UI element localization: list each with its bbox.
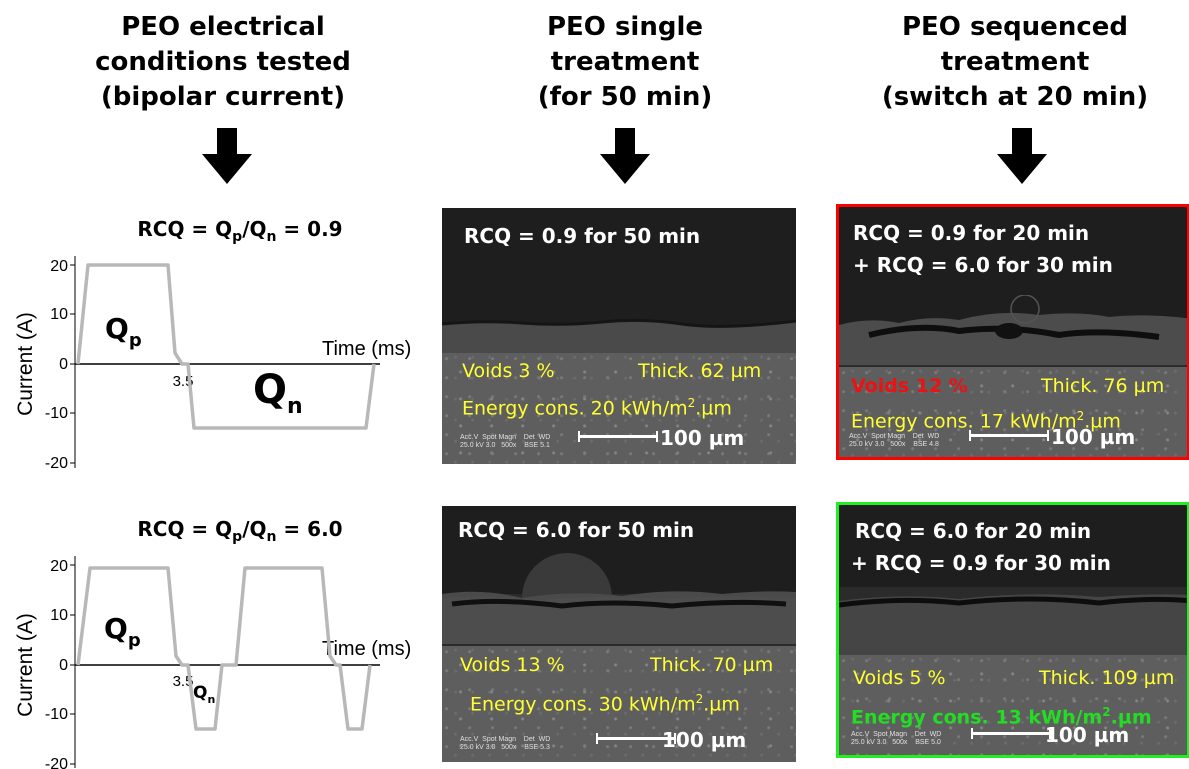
header-electrical-conditions: PEO electrical conditions tested (bipola… xyxy=(58,10,388,115)
y-axis-label: Current (A) xyxy=(14,312,37,416)
scale-bar xyxy=(971,728,1051,739)
sem-title: RCQ = 6.0 for 20 min xyxy=(855,519,1092,543)
header-line: treatment xyxy=(550,47,700,77)
plot-title: RCQ = Qp/Qn = 6.0 xyxy=(137,517,342,545)
sem-title: RCQ = 0.9 for 50 min xyxy=(464,224,701,248)
qn-label: Qn xyxy=(253,367,303,419)
y-tick-label: 0 xyxy=(59,657,68,674)
energy-value: Energy cons. 13 kWh/m2.µm xyxy=(851,705,1152,729)
voids-value: Voids 3 % xyxy=(462,360,555,382)
coating-layer xyxy=(839,594,1187,661)
sem-metadata: Acc.V Spot Magn Det WD 25.0 kV 3.0 500x … xyxy=(460,736,551,751)
scale-label: 100 µm xyxy=(660,426,745,450)
energy-value: Energy cons. 20 kWh/m2.µm xyxy=(462,396,732,420)
plot-title: RCQ = Qp/Qn = 0.9 xyxy=(137,217,342,245)
thickness-value: Thick. 76 µm xyxy=(1041,375,1165,397)
scale-label: 100 µm xyxy=(1045,723,1130,747)
y-tick-label: 0 xyxy=(59,356,68,373)
energy-value: Energy cons. 30 kWh/m2.µm xyxy=(470,692,740,716)
sem-image-single-rcq-60: RCQ = 6.0 for 50 min Voids 13 % Thick. 7… xyxy=(442,506,796,762)
header-line: treatment xyxy=(940,47,1090,77)
sem-metadata: Acc.V Spot Magn Det WD 25.0 kV 3.0 500x … xyxy=(849,433,940,448)
y-tick-label: -10 xyxy=(45,706,68,723)
sem-image-sequence-09-to-60: RCQ = 0.9 for 20 min + RCQ = 6.0 for 30 … xyxy=(836,204,1189,460)
y-tick-label: -10 xyxy=(45,405,68,422)
header-line: (switch at 20 min) xyxy=(881,82,1149,112)
voids-value: Voids 12 % xyxy=(851,375,968,397)
sem-title: RCQ = 0.9 for 20 min xyxy=(853,221,1090,245)
thickness-value: Thick. 109 µm xyxy=(1039,667,1175,689)
down-arrow-icon xyxy=(600,128,650,184)
y-tick-label: -20 xyxy=(45,455,68,472)
qp-label: Qp xyxy=(104,612,141,651)
scale-bar xyxy=(596,733,676,744)
header-line: conditions tested xyxy=(95,47,351,77)
thickness-value: Thick. 62 µm xyxy=(638,360,762,382)
waveform-chart: RCQ = Qp/Qn = 6.0 20 10 0 -10 -20 Curren… xyxy=(14,517,411,769)
current-waveform xyxy=(76,566,372,731)
thickness-value: Thick. 70 µm xyxy=(650,654,774,676)
header-line: (bipolar current) xyxy=(100,82,346,112)
y-tick-label: 20 xyxy=(50,258,68,275)
coating-layer xyxy=(442,596,796,644)
sem-image-single-rcq-09: RCQ = 0.9 for 50 min Voids 3 % Thick. 62… xyxy=(442,208,796,464)
energy-value: Energy cons. 17 kWh/m2.µm xyxy=(851,409,1121,433)
y-axis-label: Current (A) xyxy=(14,613,37,717)
header-line: PEO sequenced xyxy=(901,12,1128,42)
header-line: (for 50 min) xyxy=(537,82,713,112)
sem-title: + RCQ = 0.9 for 30 min xyxy=(851,551,1111,575)
waveform-plot-rcq-09: RCQ = Qp/Qn = 0.9 20 10 0 -10 -20 Curren… xyxy=(0,208,440,478)
coating-layer xyxy=(442,318,796,356)
header-sequenced-treatment: PEO sequenced treatment (switch at 20 mi… xyxy=(850,10,1180,115)
scale-label: 100 µm xyxy=(662,728,747,752)
voids-value: Voids 13 % xyxy=(460,654,565,676)
header-line: PEO electrical xyxy=(121,12,325,42)
waveform-plot-rcq-60: RCQ = Qp/Qn = 6.0 20 10 0 -10 -20 Curren… xyxy=(0,508,440,769)
x-axis-label: Time (ms) xyxy=(322,338,411,360)
qp-label: Qp xyxy=(105,312,142,351)
coating-layer xyxy=(839,295,1187,365)
current-waveform xyxy=(76,263,376,430)
y-tick-label: 10 xyxy=(50,306,68,323)
down-arrow-icon xyxy=(997,128,1047,184)
y-ticks: 20 10 0 -10 -20 xyxy=(45,558,68,769)
sem-metadata: Acc.V Spot Magn Det WD 25.0 kV 3.0 500x … xyxy=(851,731,942,746)
sem-title: + RCQ = 6.0 for 30 min xyxy=(853,253,1113,277)
y-ticks: 20 10 0 -10 -20 xyxy=(45,258,68,472)
scale-label: 100 µm xyxy=(1051,425,1136,449)
down-arrow-icon xyxy=(202,128,252,184)
header-line: PEO single xyxy=(546,12,704,42)
waveform-chart: RCQ = Qp/Qn = 0.9 20 10 0 -10 -20 Curren… xyxy=(14,217,411,472)
sem-image-sequence-60-to-09: RCQ = 6.0 for 20 min + RCQ = 0.9 for 30 … xyxy=(836,502,1189,758)
sem-title: RCQ = 6.0 for 50 min xyxy=(458,518,695,542)
x-axis-label: Time (ms) xyxy=(322,638,411,660)
sem-metadata: Acc.V Spot Magn Det WD 25.0 kV 3.0 500x … xyxy=(460,434,551,449)
y-tick-label: 10 xyxy=(50,607,68,624)
y-tick-label: 20 xyxy=(50,558,68,575)
scale-bar xyxy=(969,430,1049,441)
qn-label: Qn xyxy=(193,683,215,706)
scale-bar xyxy=(578,431,658,442)
y-tick-label: -20 xyxy=(45,756,68,769)
header-single-treatment: PEO single treatment (for 50 min) xyxy=(460,10,790,115)
voids-value: Voids 5 % xyxy=(853,667,946,689)
